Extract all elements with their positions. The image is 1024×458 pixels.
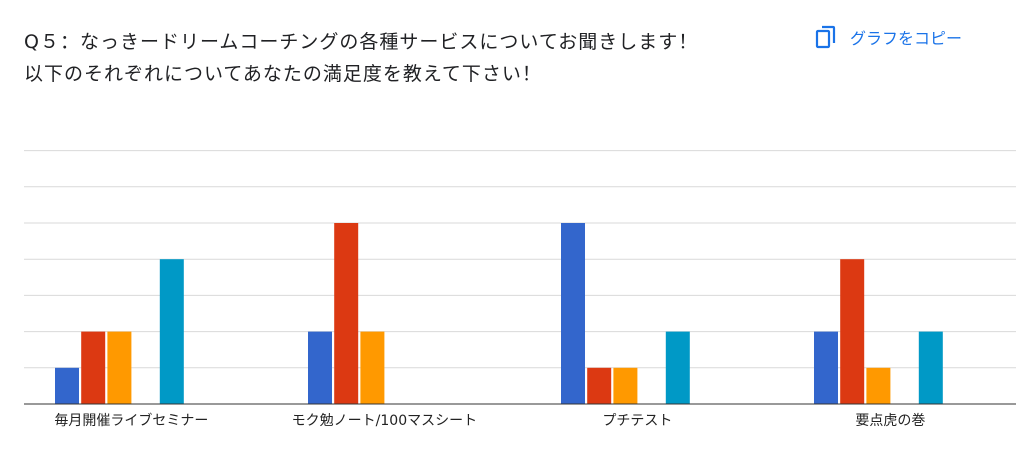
bar [561,223,585,404]
copy-chart-button[interactable]: グラフをコピー [814,22,962,52]
bar [665,331,690,404]
copy-icon [815,25,836,49]
question-title: Q５：なっきードリームコーチングの各種サービスについてお聞きします！ 以下のそれ… [24,26,784,90]
category-labels: 毎月開催ライブセミナー モク勉ノート/100マスシート プチテスト 要点虎の巻 [54,412,925,429]
question-line-2: 以下のそれぞれについてあなたの満足度を教えて下さい！ [24,63,542,85]
bar [81,331,106,404]
category-label: 要点虎の巻 [855,413,925,429]
bar [918,331,943,404]
bar [308,331,332,404]
bar [360,331,385,404]
category-label: プチテスト [602,413,672,429]
gridlines [24,150,1016,369]
bar [866,367,891,404]
bars [55,223,943,404]
copy-chart-label: グラフをコピー [850,29,963,48]
bar [55,367,79,404]
category-label: モク勉ノート/100マスシート [292,413,477,429]
category-label: 毎月開催ライブセミナー [54,412,208,429]
bar [107,331,132,404]
question-line-1: Q５：なっきードリームコーチングの各種サービスについてお聞きします！ [24,31,699,53]
bar-chart: 毎月開催ライブセミナー モク勉ノート/100マスシート プチテスト 要点虎の巻 [24,150,1016,429]
bar [613,367,638,404]
bar [587,367,612,404]
bar [334,223,359,404]
bar [159,259,184,404]
bar [814,331,838,404]
bar [840,259,865,404]
